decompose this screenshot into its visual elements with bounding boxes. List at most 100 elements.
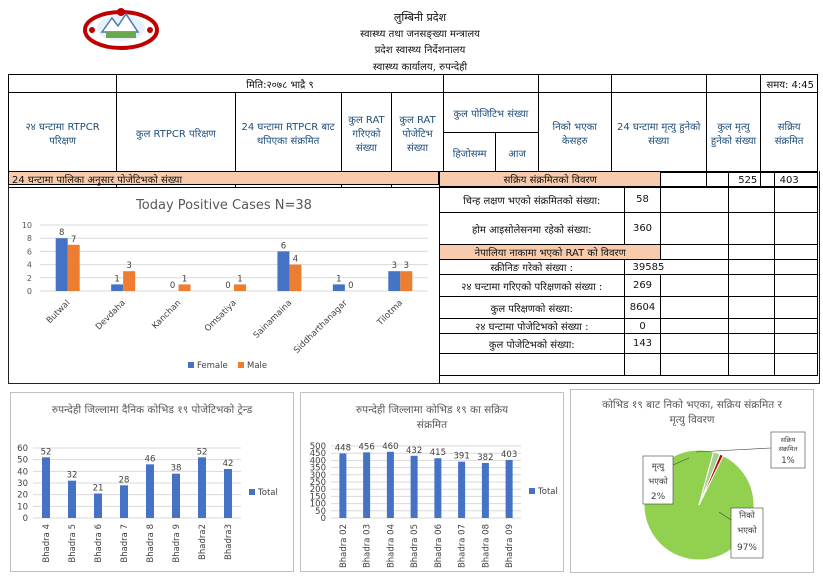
- chart3-bar: [481, 462, 489, 518]
- chart3-data-label: 432: [406, 446, 422, 456]
- chart2-x-tick-label: Bhadra2: [198, 524, 208, 560]
- chart2-x-tick-label: Bhadra3: [224, 524, 234, 560]
- chart3-bar: [458, 461, 466, 518]
- chart4-recovered-label-leader: [718, 511, 732, 521]
- chart3-y-tick-label: 400: [310, 456, 326, 466]
- chart2-bar: [120, 485, 128, 518]
- chart1-data-label: 0: [348, 281, 353, 291]
- screening-value: 39585: [623, 259, 730, 275]
- chart3-data-label: 382: [477, 453, 493, 463]
- chart2-bar: [68, 480, 76, 518]
- chart2-y-tick-label: 60: [17, 444, 28, 454]
- chart1-x-tick-label: Devdaha: [94, 298, 128, 332]
- chart3-y-tick-label: 350: [310, 464, 326, 474]
- chart3-bar: [410, 455, 418, 518]
- chart1-data-label: 3: [404, 261, 409, 271]
- chart1-data-label: 3: [392, 261, 397, 271]
- chart1-data-label: 1: [182, 274, 187, 284]
- chart3-title: रुपन्देही जिल्लामा कोभिड १९ का सक्रिय सं…: [355, 404, 509, 431]
- chart3-y-tick-label: 100: [310, 500, 326, 510]
- chart1-data-label: 7: [71, 235, 76, 245]
- chart1-x-tick-label: Tilotma: [375, 298, 405, 328]
- chart1-y-tick-label: 4: [27, 261, 32, 270]
- chart2-data-label: 52: [197, 447, 208, 457]
- chart1-data-label: 1: [237, 274, 242, 284]
- rat-total-value: 8604: [623, 296, 662, 319]
- chart2-legend-swatch: [249, 489, 255, 495]
- chart1-data-label: 1: [114, 274, 119, 284]
- chart3-y-tick-label: 0: [321, 514, 326, 524]
- chart4-slice-label: भएको: [648, 476, 668, 487]
- chart2-data-label: 38: [171, 464, 182, 474]
- chart3-bar: [386, 451, 394, 518]
- chart3-y-tick-label: 500: [310, 442, 326, 452]
- chart1-bar: [277, 251, 290, 291]
- chart1-bar: [123, 271, 136, 291]
- rat-positive-24h-value: 0: [623, 318, 662, 334]
- home-isolation-value: 360: [623, 212, 662, 245]
- chart1-y-tick-label: 8: [27, 234, 32, 243]
- chart2-bar: [42, 457, 50, 518]
- chart4-death-label-box: [642, 455, 674, 505]
- chart3-x-tick-label: Bhadra 06: [434, 524, 444, 568]
- chart4-slice: [698, 453, 724, 506]
- chart3-legend-label: Total: [537, 487, 558, 497]
- chart2-y-tick-label: 0: [23, 514, 28, 524]
- chart3-x-tick-label: Bhadra 05: [410, 524, 420, 568]
- active-trend-panel: रुपन्देही जिल्लामा कोभिड १९ का सक्रिय सं…: [300, 392, 564, 572]
- chart3-legend-swatch: [529, 488, 535, 494]
- chart3-y-tick-label: 150: [310, 492, 326, 502]
- chart2-x-tick-label: Bhadra 7: [120, 524, 130, 563]
- screening-label: स्क्रीनिङ गरेको संख्या :: [439, 259, 625, 275]
- header-recovered: निको भएका केसहरु: [537, 92, 612, 173]
- rat-section-title: नेपालिया नाकामा भएको RAT को विवरण: [438, 244, 662, 260]
- chart1-data-label: 6: [281, 241, 286, 251]
- chart4-svg: निको भएको 97% मृत्यु भएको 2% सक्रियसंक्रमित 1%: [642, 431, 806, 561]
- chart3-y-tick-label: 250: [310, 478, 326, 488]
- header-rtpcr-total: कुल RTPCR परिक्षण: [116, 92, 236, 173]
- active-section-title: सक्रिय संक्रमितको विवरण: [438, 171, 662, 187]
- chart2-x-tick-label: Bhadra 5: [68, 524, 78, 563]
- chart1-data-label: 0: [170, 281, 175, 291]
- chart2-title: रुपन्देही जिल्लामा दैनिक कोभिड १९ पोजेटि…: [51, 404, 253, 416]
- chart2-data-label: 52: [41, 447, 52, 457]
- municipality-section-title: 24 घन्टामा पालिका अनुसार पोजेटिभको संख्य…: [8, 171, 439, 186]
- chart1-legend-label: Female: [197, 361, 228, 371]
- chart2-bar: [146, 464, 154, 518]
- chart2-x-tick-label: Bhadra 8: [146, 524, 156, 563]
- header-rtpcr-new-positive: 24 घन्टामा RTPCR बाट थपिएका संक्रमित: [234, 92, 342, 173]
- chart1-y-tick-label: 2: [27, 274, 32, 283]
- chart1-y-tick-label: 0: [27, 287, 32, 296]
- chart1-x-tick-label: Omsatiya: [203, 298, 239, 334]
- symptomatic-value: 58: [623, 186, 662, 213]
- chart3-y-tick-label: 450: [310, 449, 326, 459]
- chart2-y-tick-label: 20: [17, 491, 28, 501]
- chart1-y-tick-label: 10: [22, 221, 32, 230]
- chart3-x-tick-label: Bhadra 03: [363, 524, 373, 568]
- chart3-bar: [434, 458, 442, 518]
- chart2-x-tick-label: Bhadra 9: [172, 524, 182, 563]
- chart1-data-label: 8: [59, 228, 64, 238]
- chart1-legend-swatch: [188, 362, 194, 368]
- chart1-data-label: 0: [225, 281, 230, 291]
- chart4-slice-value: 97%: [737, 543, 757, 553]
- chart3-x-tick-label: Bhadra 08: [481, 524, 491, 568]
- header-rat-positive: कुल RAT पोजेटिभ संख्या: [391, 92, 444, 173]
- chart3-y-tick-label: 300: [310, 471, 326, 481]
- chart2-bar: [224, 469, 232, 518]
- chart3-data-label: 448: [335, 443, 351, 453]
- date-label: मिति:२०७८ भाद्रै ९: [116, 74, 444, 93]
- chart1-title: Today Positive Cases N=38: [136, 198, 312, 213]
- chart1-data-label: 1: [336, 274, 341, 284]
- chart1-legend-label: Male: [247, 361, 267, 371]
- home-isolation-label: होम आइसोलेसनमा रहेको संख्या:: [439, 212, 625, 245]
- chart1-bar: [400, 271, 413, 291]
- chart1-data-label: 4: [293, 255, 298, 265]
- chart1-bar: [111, 284, 124, 291]
- chart1-x-tick-label: Kanchan: [150, 298, 183, 331]
- rat-24h-label: २४ घन्टामा गरिएको परिक्षणको संख्या :: [439, 274, 625, 297]
- chart3-bar: [505, 459, 513, 518]
- chart3-y-tick-label: 50: [315, 507, 326, 517]
- chart1-bar: [332, 284, 345, 291]
